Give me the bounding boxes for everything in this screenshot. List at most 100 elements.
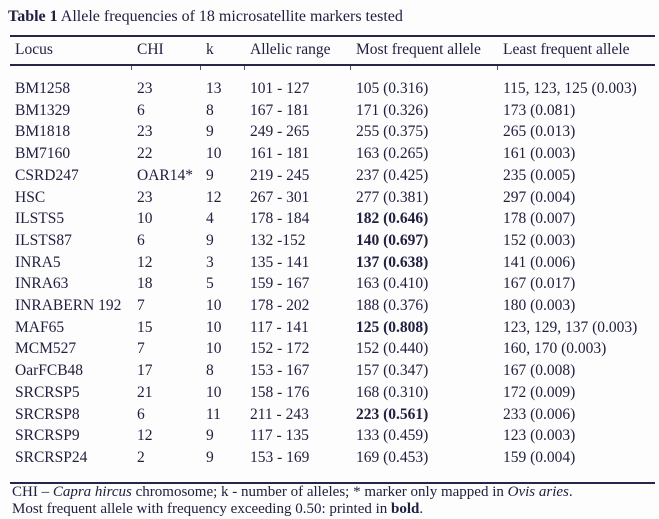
cell-locus: HSC xyxy=(15,188,46,206)
table-row: OarFCB48 17 8 153 - 167 157 (0.347) 167 (0.00… xyxy=(10,360,655,382)
cell-k: 4 xyxy=(206,210,214,228)
cell-k: 9 xyxy=(206,166,214,184)
column-header-chi: CHI xyxy=(131,36,201,69)
cell-least-frequent: 152 (0.003) xyxy=(503,231,576,249)
cell-k: 13 xyxy=(206,80,222,97)
table-row: BM1818 23 9 249 - 265 255 (0.375) 265 (0.013) xyxy=(10,121,655,143)
cell-most-frequent: 255 (0.375) xyxy=(356,123,429,141)
cell-k: 8 xyxy=(206,101,214,119)
table-row: BM7160 22 10 161 - 181 163 (0.265) 161 (0.003… xyxy=(10,143,655,165)
table-row: MAF65 15 10 117 - 141 125 (0.808) 123, 129, 1… xyxy=(10,317,655,339)
cell-allelic-range: 178 - 202 xyxy=(250,297,310,315)
cell-most-frequent: 152 (0.440) xyxy=(356,340,429,358)
table-header: Locus CHI k Allelic range Most frequent … xyxy=(10,36,655,69)
cell-most-frequent: 140 (0.697) xyxy=(356,231,429,249)
cell-least-frequent: 233 (0.006) xyxy=(503,405,576,423)
cell-k: 3 xyxy=(206,253,214,271)
table-row: SRCRSP9 12 9 117 - 135 133 (0.459) 123 (0.003… xyxy=(10,425,655,447)
table-header-row: Locus CHI k Allelic range Most frequent … xyxy=(10,36,655,69)
cell-k: 9 xyxy=(206,123,214,141)
cell-k: 12 xyxy=(206,188,222,206)
cell-least-frequent: 235 (0.005) xyxy=(503,166,576,184)
cell-k: 10 xyxy=(206,145,222,163)
cell-locus: INRA5 xyxy=(15,253,61,271)
cell-k: 5 xyxy=(206,275,214,293)
cell-k: 11 xyxy=(206,405,221,423)
cell-allelic-range: 153 - 167 xyxy=(250,362,310,380)
cell-allelic-range: 167 - 181 xyxy=(250,101,310,119)
column-header-k: k xyxy=(200,36,245,69)
cell-least-frequent: 172 (0.009) xyxy=(503,383,576,401)
text-segment: CHI – xyxy=(12,483,53,500)
cell-locus: INRABERN 192 xyxy=(15,297,122,315)
cell-chi: 10 xyxy=(137,210,153,228)
cell-least-frequent: 167 (0.008) xyxy=(503,362,576,380)
cell-chi: 2 xyxy=(137,448,145,466)
cell-k: 9 xyxy=(206,427,214,445)
allele-frequency-table: Locus CHI k Allelic range Most frequent … xyxy=(10,35,655,469)
cell-k: 10 xyxy=(206,318,222,336)
cell-locus: SRCRSP5 xyxy=(15,383,80,401)
text-segment: Most frequent allele with frequency exce… xyxy=(12,501,392,518)
cell-chi: 17 xyxy=(137,362,153,380)
text-segment: Capra hircus xyxy=(52,483,132,500)
cell-most-frequent: 163 (0.410) xyxy=(356,275,429,293)
table-row: MCM527 7 10 152 - 172 152 (0.440) 160, 170 (0… xyxy=(10,338,655,360)
cell-k: 8 xyxy=(206,362,214,380)
cell-least-frequent: 167 (0.017) xyxy=(503,275,576,293)
cell-chi: 7 xyxy=(137,340,145,358)
cell-chi: 6 xyxy=(137,405,145,423)
cell-chi: 22 xyxy=(137,145,153,163)
cell-k: 10 xyxy=(206,297,222,315)
cell-allelic-range: 117 - 135 xyxy=(250,427,309,445)
cell-least-frequent: 178 (0.007) xyxy=(503,210,576,228)
cell-most-frequent: 163 (0.265) xyxy=(356,145,429,163)
cell-k: 10 xyxy=(206,383,222,401)
cell-allelic-range: 153 - 169 xyxy=(250,448,310,466)
table-row: HSC 23 12 267 - 301 277 (0.381) 297 (0.004) xyxy=(10,187,655,209)
cell-most-frequent: 277 (0.381) xyxy=(356,188,429,206)
table-row: ILSTS5 10 4 178 - 184 182 (0.646) 178 (0.007) xyxy=(10,208,655,230)
cell-most-frequent: 182 (0.646) xyxy=(356,210,429,228)
text-segment: Ovis aries xyxy=(507,483,569,500)
cell-chi: 12 xyxy=(137,253,153,271)
cell-locus: BM7160 xyxy=(15,145,71,163)
cell-chi: OAR14* xyxy=(137,166,193,184)
cell-most-frequent: 223 (0.561) xyxy=(356,405,429,423)
cell-locus: BM1818 xyxy=(15,123,71,141)
text-segment: Allele frequencies of 18 microsatellite … xyxy=(57,8,403,25)
cell-allelic-range: 161 - 181 xyxy=(250,145,310,163)
cell-locus: MCM527 xyxy=(15,340,77,358)
cell-allelic-range: 178 - 184 xyxy=(250,210,310,228)
cell-least-frequent: 180 (0.003) xyxy=(503,297,576,315)
cell-least-frequent: 265 (0.013) xyxy=(503,123,576,141)
cell-chi: 23 xyxy=(137,188,153,206)
table-row: INRA63 18 5 159 - 167 163 (0.410) 167 (0.017) xyxy=(10,273,655,295)
cell-locus: OarFCB48 xyxy=(15,362,84,380)
cell-most-frequent: 171 (0.326) xyxy=(356,101,429,119)
table-row: INRA5 12 3 135 - 141 137 (0.638) 141 (0.006) xyxy=(10,252,655,274)
cell-least-frequent: 297 (0.004) xyxy=(503,188,576,206)
text-segment: chromosome; k - number of alleles; * mar… xyxy=(131,483,508,500)
cell-k: 10 xyxy=(206,340,222,358)
cell-locus: BM1329 xyxy=(15,101,71,119)
cell-most-frequent: 125 (0.808) xyxy=(356,318,429,336)
cell-most-frequent: 188 (0.376) xyxy=(356,297,429,315)
cell-chi: 7 xyxy=(137,297,145,315)
cell-most-frequent: 169 (0.453) xyxy=(356,448,429,466)
cell-locus: ILSTS5 xyxy=(15,210,65,228)
cell-most-frequent: 157 (0.347) xyxy=(356,362,429,380)
cell-most-frequent: 168 (0.310) xyxy=(356,383,429,401)
cell-locus: ILSTS87 xyxy=(15,231,72,249)
table-row: BM1258 23 13 101 - 127 105 (0.316) 115, 123, … xyxy=(10,65,655,100)
cell-chi: 12 xyxy=(137,427,153,445)
cell-locus: SRCRSP24 xyxy=(15,448,88,466)
cell-most-frequent: 137 (0.638) xyxy=(356,253,429,271)
footnote-bold-explanation: Most frequent allele with frequency exce… xyxy=(12,501,659,519)
cell-k: 9 xyxy=(206,448,214,466)
table-row: ILSTS87 6 9 132 -152 140 (0.697) 152 (0.003) xyxy=(10,230,655,252)
table-row: CSRD247 OAR14* 9 219 - 245 237 (0.425) 235 (0… xyxy=(10,165,655,187)
cell-allelic-range: 267 - 301 xyxy=(250,188,310,206)
column-header-locus: Locus xyxy=(10,36,132,66)
